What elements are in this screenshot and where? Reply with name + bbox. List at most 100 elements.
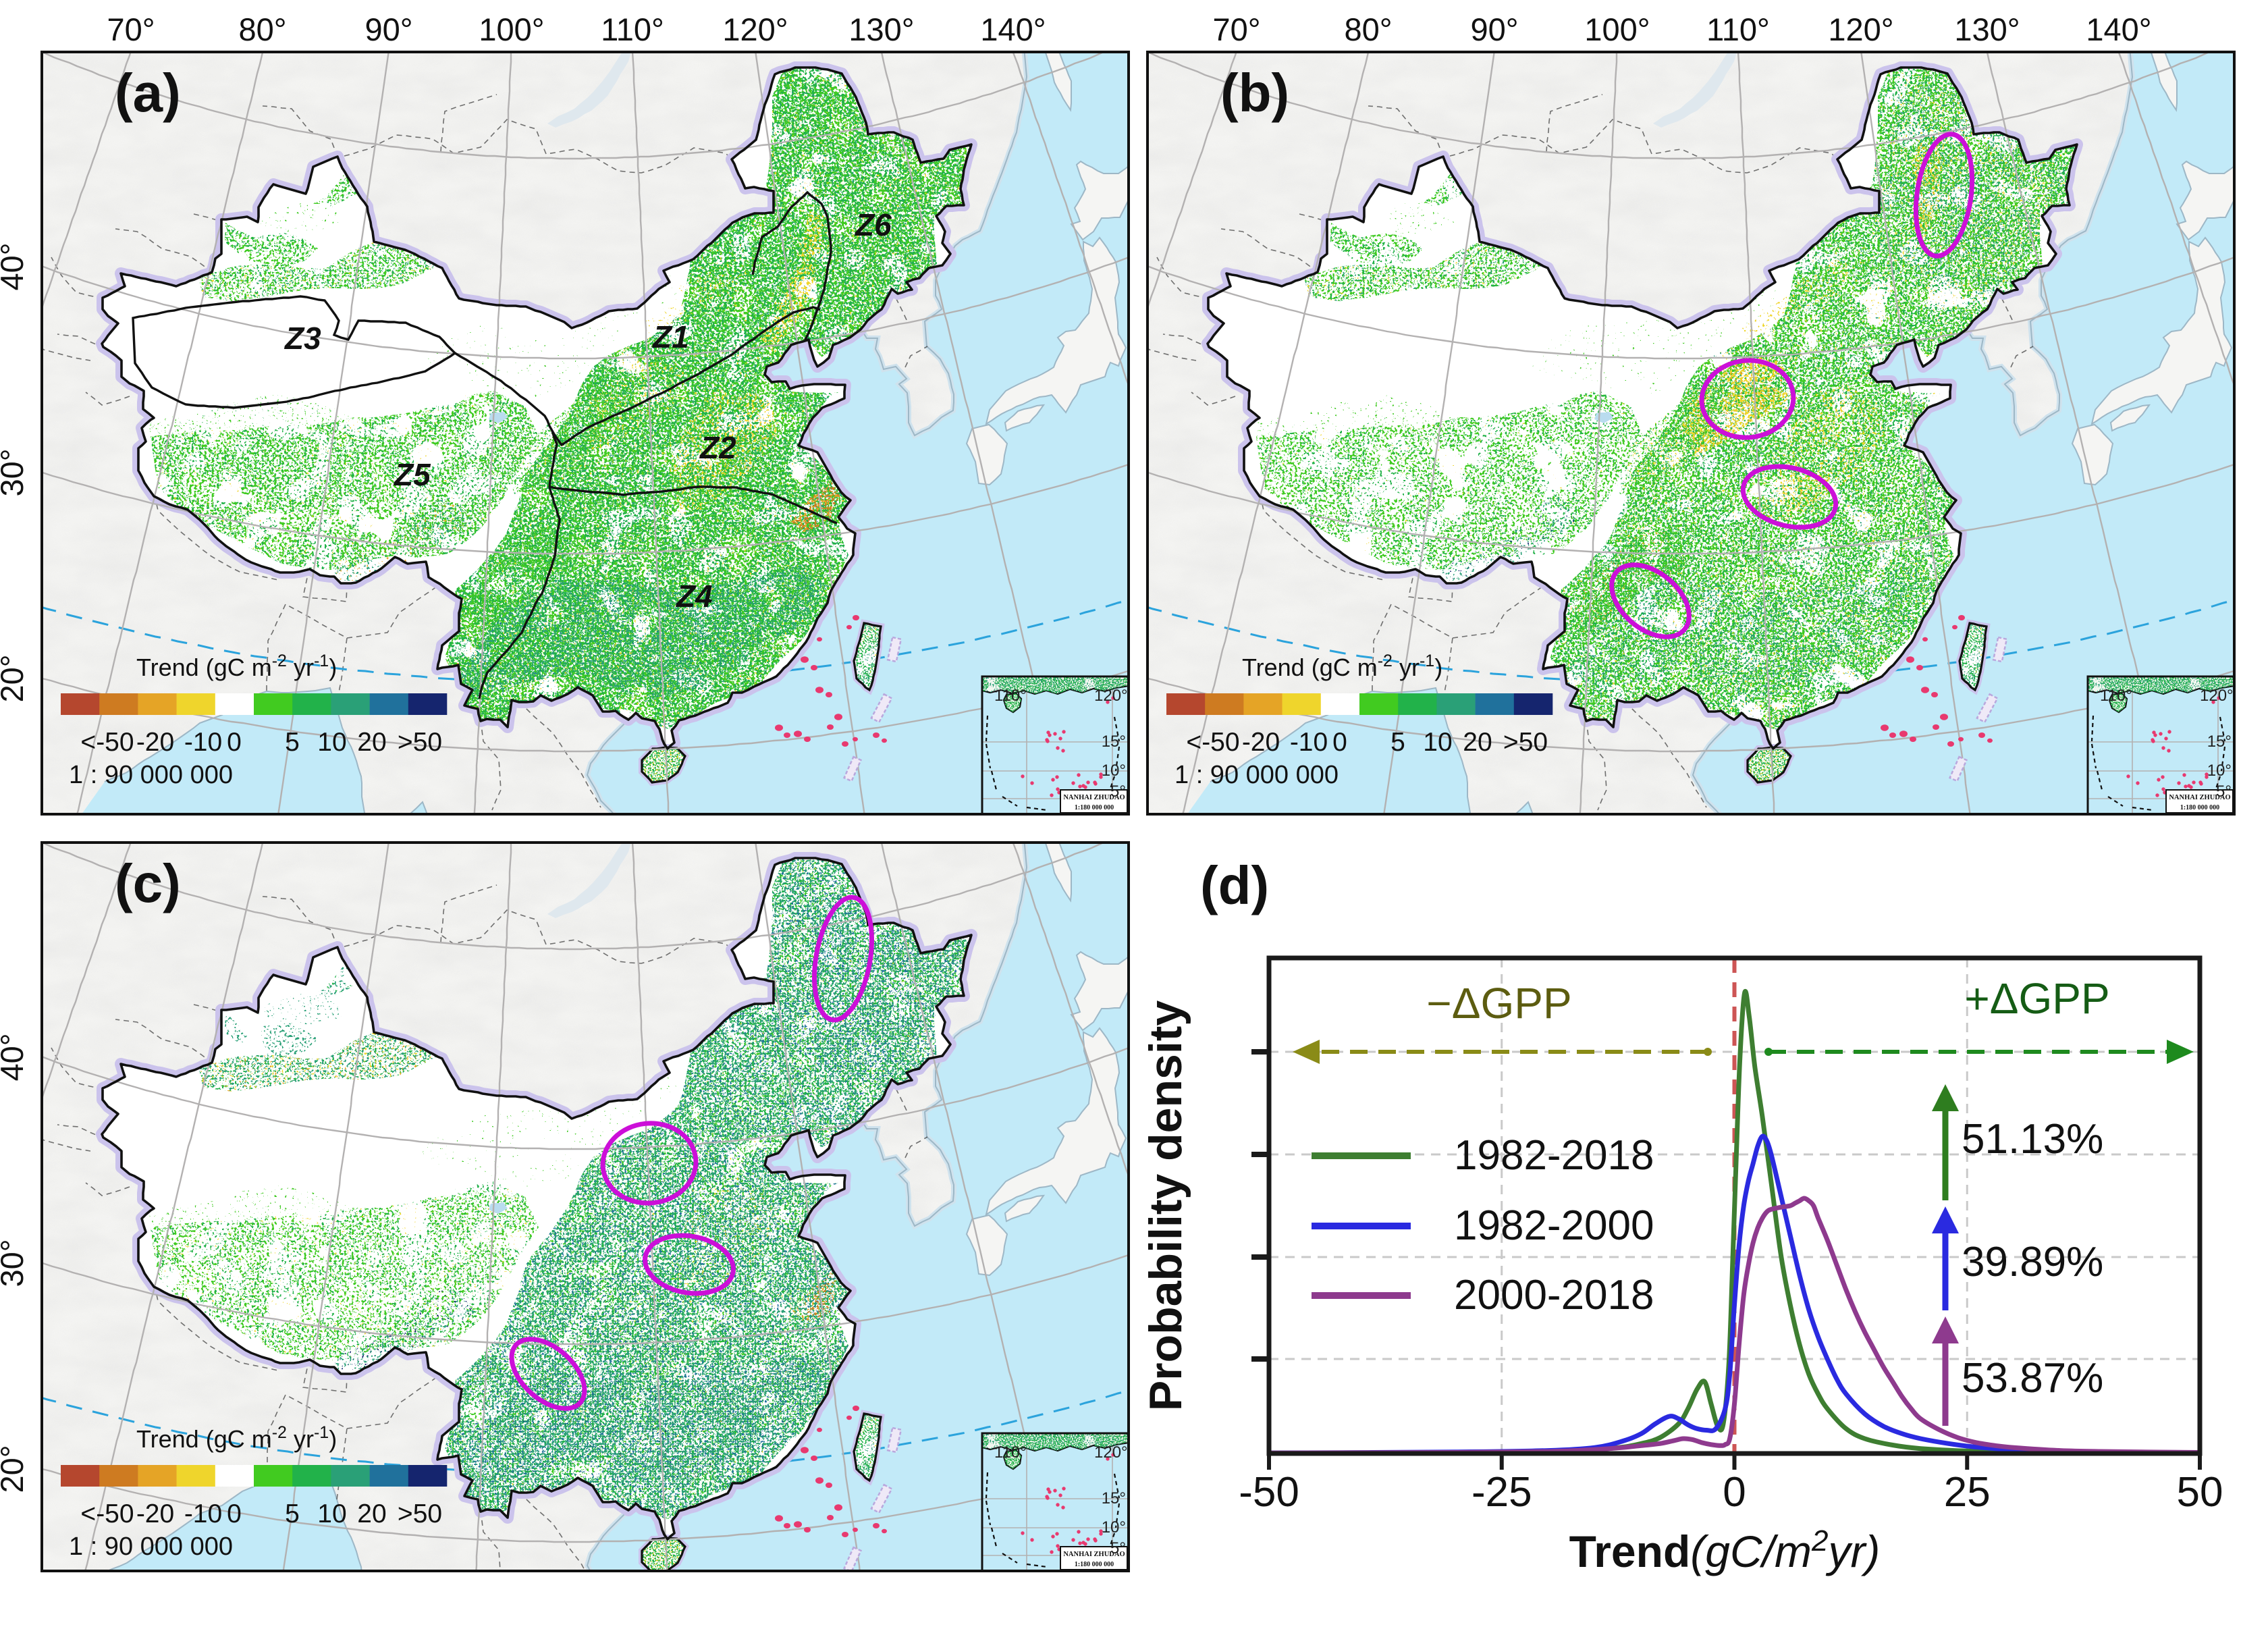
top-axis-label: 130° — [848, 11, 914, 47]
inset-right-label: 10° — [2207, 762, 2232, 780]
inset-right-label: 5° — [1110, 1539, 1126, 1557]
china-border — [101, 66, 973, 750]
highlight-ellipses — [509, 895, 875, 1411]
map-legend: Trend (gC m-2 yr-1) <-50 -20 -10 0 5 10 20 >50 1 … — [61, 1423, 448, 1561]
legend-tick-label: 10 — [317, 728, 346, 757]
legend-color-swatch — [138, 693, 177, 715]
x-tick-label: 0 — [1723, 1469, 1746, 1516]
legend-tick-label: 10 — [1423, 728, 1452, 757]
legend-color-swatch — [1398, 693, 1437, 715]
zone-label-Z1: Z1 — [651, 319, 689, 354]
island-hokkaido — [2176, 160, 2234, 241]
legend-tick-label: -20 — [1242, 728, 1280, 757]
legend-color-swatch — [1205, 693, 1244, 715]
legend-color-swatch — [1320, 693, 1360, 715]
top-axis-label: 110° — [601, 11, 664, 47]
chart-legend-label: 2000-2018 — [1454, 1272, 1654, 1318]
island-sakhalin — [2150, 52, 2178, 112]
island-kyushu — [965, 1214, 1008, 1277]
top-axis-label: 90° — [364, 11, 412, 47]
legend-title: Trend (gC m-2 yr-1) — [136, 1423, 337, 1453]
highlight-ellipses — [1609, 132, 1975, 639]
highlight-ellipse — [811, 895, 875, 1023]
legend-color-swatch — [61, 1465, 100, 1487]
legend-color-swatch — [408, 1465, 448, 1487]
x-tick-label: -50 — [1239, 1469, 1299, 1516]
series-2000-2018 — [1266, 1196, 2203, 1456]
legend-colorbar — [61, 1465, 448, 1487]
sea — [587, 843, 1129, 1571]
inset-right-label: 5° — [1110, 782, 1126, 801]
lake-baikal — [1653, 52, 1737, 128]
highlight-ellipse — [600, 1121, 699, 1206]
left-axis-label: 20° — [0, 654, 30, 702]
island-shikoku — [2109, 404, 2151, 432]
inset-label-110: 110° — [994, 687, 1027, 705]
series-1982-2018 — [1266, 988, 2203, 1456]
map-panel-c: Trend (gC m-2 yr-1) <-50 -20 -10 0 5 10 20 >50 1 … — [0, 841, 1130, 1572]
map-panel-b: Trend (gC m-2 yr-1) <-50 -20 -10 0 5 10 20 >50 1 … — [1146, 11, 2236, 816]
panel-letter: (b) — [1220, 63, 1289, 123]
highlight-ellipse — [1609, 562, 1692, 639]
sea — [1693, 52, 2234, 814]
inset-right-label: 5° — [2216, 782, 2232, 801]
inset-right-label: 15° — [2207, 732, 2232, 751]
legend-color-swatch — [176, 1465, 216, 1487]
legend-title: Trend (gC m-2 yr-1) — [136, 651, 337, 681]
highlight-ellipse — [509, 1337, 587, 1411]
legend-color-swatch — [215, 1465, 254, 1487]
island-sakhalin — [1044, 843, 1072, 903]
legend-tick-label: -20 — [136, 1499, 174, 1528]
inset-right-label: 15° — [1102, 1489, 1126, 1508]
panel-letter: (d) — [1200, 855, 1269, 915]
zone-label-Z2: Z2 — [699, 430, 736, 465]
island-kyushu — [2071, 423, 2114, 486]
legend-tick-label: 0 — [227, 728, 242, 757]
top-axis-label: 130° — [1954, 11, 2020, 47]
island-shikoku — [1004, 404, 1046, 432]
legend-tick-label: -10 — [1290, 728, 1328, 757]
legend-tick-label: >50 — [398, 1499, 442, 1528]
legend-tick-label: 20 — [1463, 728, 1492, 757]
top-axis-label: 80° — [1344, 11, 1392, 47]
inset-label-120: 120° — [2200, 687, 2234, 705]
inset-right-label: 15° — [1102, 732, 1126, 751]
legend-tick-label: 20 — [357, 728, 386, 757]
legend-color-swatch — [1282, 693, 1322, 715]
legend-color-swatch — [1475, 693, 1515, 715]
inset-scale: 1:180 000 000 — [2180, 804, 2219, 811]
inset-right-label: 10° — [1102, 762, 1126, 780]
legend-color-swatch — [254, 693, 293, 715]
highlight-ellipse — [1913, 132, 1975, 259]
legend-scale-text: 1 : 90 000 000 — [69, 761, 233, 789]
legend-tick-label: 20 — [357, 1499, 386, 1528]
legend-title: Trend (gC m-2 yr-1) — [1242, 651, 1442, 681]
legend-tick-label: >50 — [398, 728, 442, 757]
nanhai-inset: NANHAI ZHUDAO 1:180 000 000 110° 120° 15° 10°… — [981, 1432, 1129, 1571]
legend-color-swatch — [292, 1465, 331, 1487]
foreign-borders — [1148, 94, 2034, 811]
map-panel-a: Trend (gC m-2 yr-1) <-50 -20 -10 0 5 10 20 >50 1 … — [0, 11, 1130, 816]
x-tick-label: 50 — [2177, 1469, 2223, 1516]
inset-label-120: 120° — [1094, 1443, 1128, 1462]
panel-letter: (c) — [115, 853, 181, 913]
legend-tick-label: <-50 — [80, 1499, 134, 1528]
legend-tick-label: >50 — [1503, 728, 1548, 757]
nanhai-inset: NANHAI ZHUDAO 1:180 000 000 110° 120° 15° 10°… — [981, 675, 1129, 814]
legend-tick-label: 5 — [285, 1499, 300, 1528]
legend-color-swatch — [1243, 693, 1282, 715]
lake-baikal — [547, 52, 631, 128]
pink-islands — [775, 1406, 902, 1571]
legend-tick-label: 0 — [1332, 728, 1347, 757]
legend-color-swatch — [138, 1465, 177, 1487]
panel-letter: (a) — [115, 63, 181, 123]
legend-tick-label: -10 — [184, 728, 222, 757]
foreign-borders — [42, 94, 928, 811]
top-axis-label: 140° — [2086, 11, 2151, 47]
top-axis-label: 110° — [1706, 11, 1770, 47]
legend-color-swatch — [408, 693, 448, 715]
top-axis-label: 140° — [980, 11, 1046, 47]
legend-tick-label: 0 — [227, 1499, 242, 1528]
left-axis-label: 20° — [0, 1445, 30, 1493]
left-axis-label: 40° — [0, 1033, 30, 1081]
